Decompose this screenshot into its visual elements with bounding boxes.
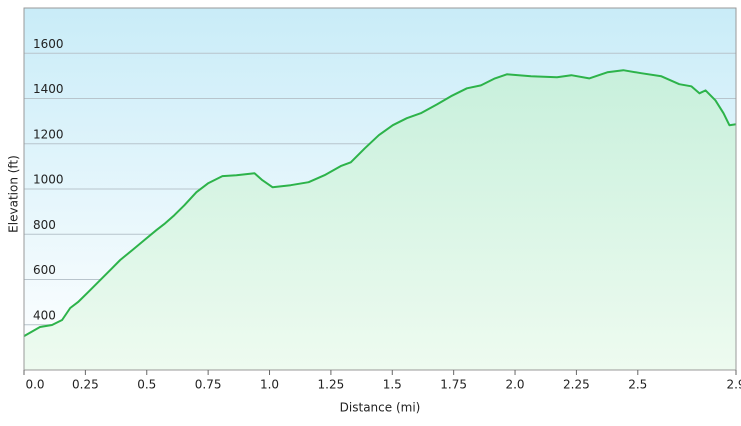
y-tick-label: 600 [33,263,56,277]
y-tick-label: 1200 [33,127,64,141]
y-tick-label: 1400 [33,82,64,96]
x-tick-label: 1.0 [260,378,279,392]
y-tick-label: 800 [33,218,56,232]
x-tick-label: 2.5 [628,378,647,392]
x-tick-label: 2.9 [726,378,741,392]
x-tick-label: 0.75 [195,378,222,392]
plot-frame [23,7,737,371]
x-tick-label: 1.5 [383,378,402,392]
y-axis-label: Elevation (ft) [7,155,21,233]
x-tick-label: 0.25 [72,378,99,392]
x-tick-label: 0.0 [25,378,44,392]
x-tick-label: 1.75 [440,378,467,392]
y-tick-label: 400 [33,308,56,322]
x-tick-label: 2.25 [563,378,590,392]
x-tick-label: 1.25 [318,378,345,392]
elevation-area [24,70,736,370]
x-axis-label: Distance (mi) [340,401,421,415]
x-tick-label: 2.0 [505,378,524,392]
y-tick-label: 1000 [33,173,64,187]
plot: 400 600 800 1000 1200 1400 1600 [23,37,737,370]
elevation-line [23,69,737,337]
x-tick-label: 0.5 [137,378,156,392]
y-tick-label: 1600 [33,37,64,51]
